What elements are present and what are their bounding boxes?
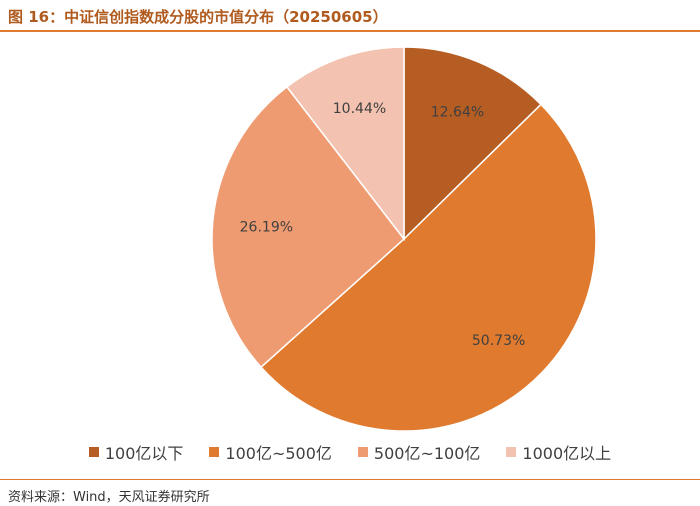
source-note: 资料来源：Wind，天风证券研究所 bbox=[8, 490, 210, 505]
legend-item-100-500: 100亿~500亿 bbox=[209, 440, 332, 464]
pie-chart: 12.64% 50.73% 26.19% 10.44% bbox=[211, 46, 597, 432]
pie-slice-500-1000 bbox=[211, 85, 406, 369]
source-divider bbox=[0, 479, 700, 480]
pie-slice-over-1000 bbox=[285, 46, 405, 242]
chart-legend: 100亿以下 100亿~500亿 500亿~100亿 1000亿以上 bbox=[0, 440, 700, 464]
legend-item-under-100: 100亿以下 bbox=[88, 440, 184, 464]
legend-label-500-1000: 500亿~100亿 bbox=[373, 444, 481, 463]
data-label-under-100: 12.64% bbox=[431, 105, 484, 121]
legend-label-100-500: 100亿~500亿 bbox=[225, 444, 332, 463]
pie-slice-100-500 bbox=[259, 103, 597, 432]
legend-item-over-1000: 1000亿以上 bbox=[506, 440, 611, 464]
legend-swatch-100-500 bbox=[209, 447, 220, 457]
legend-swatch-500-1000 bbox=[357, 447, 368, 457]
data-label-500-1000: 26.19% bbox=[240, 219, 293, 235]
chart-title: 图 16：中证信创指数成分股的市值分布（20250605） bbox=[8, 8, 388, 26]
legend-item-500-1000: 500亿~100亿 bbox=[357, 440, 481, 464]
legend-swatch-over-1000 bbox=[506, 447, 517, 457]
data-label-over-1000: 10.44% bbox=[333, 101, 386, 117]
data-label-100-500: 50.73% bbox=[472, 333, 525, 349]
legend-label-under-100: 100亿以下 bbox=[104, 444, 184, 463]
legend-swatch-under-100 bbox=[88, 447, 99, 457]
pie-slice-under-100 bbox=[403, 46, 543, 241]
legend-label-over-1000: 1000亿以上 bbox=[522, 444, 612, 463]
title-divider bbox=[0, 30, 700, 32]
